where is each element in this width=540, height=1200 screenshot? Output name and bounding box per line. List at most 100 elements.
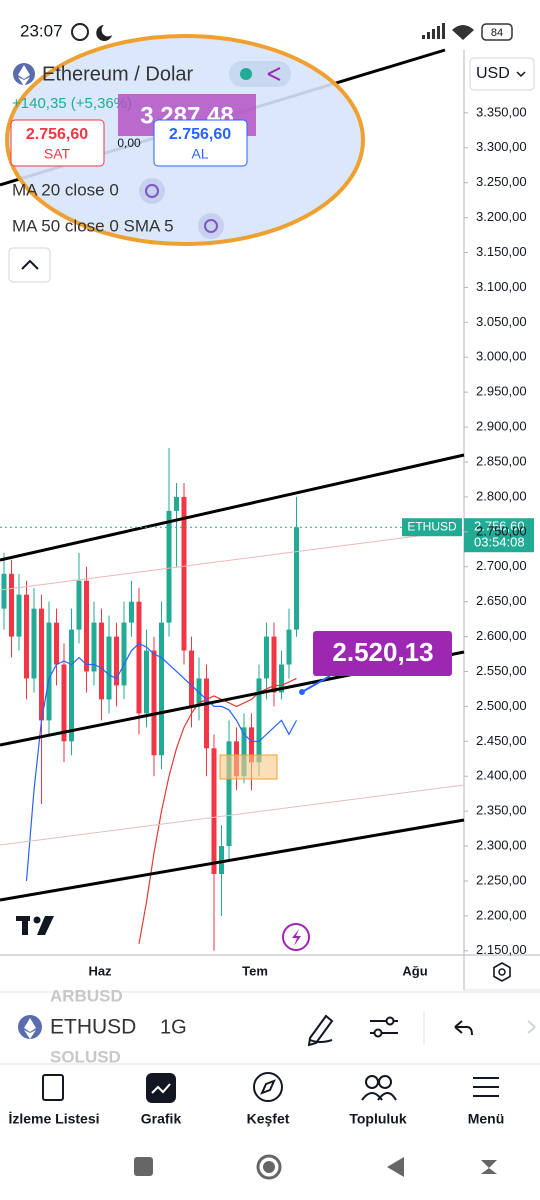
chart-glyph bbox=[151, 1083, 171, 1094]
battery bbox=[481, 23, 513, 41]
home-dot bbox=[263, 1161, 275, 1173]
indicator-legend: MA 50 close 0 SMA 5 bbox=[12, 216, 174, 235]
y-tick-label: 3.200,00 bbox=[476, 209, 527, 224]
community-icon-body bbox=[361, 1092, 397, 1101]
menu-icon[interactable] bbox=[473, 1077, 499, 1097]
currency: USD bbox=[476, 65, 510, 82]
y-tick-label: 2.700,00 bbox=[476, 558, 527, 573]
candle-body bbox=[61, 664, 67, 742]
candle-body bbox=[189, 650, 194, 707]
candle-body bbox=[114, 636, 119, 686]
candle-body bbox=[76, 580, 82, 630]
candle-body bbox=[211, 748, 217, 874]
candle-body bbox=[271, 636, 277, 693]
recents-button[interactable] bbox=[134, 1157, 153, 1176]
assist-button[interactable] bbox=[481, 1160, 497, 1174]
symbol-tag-text: ETHUSD bbox=[407, 519, 457, 533]
compass-needle bbox=[260, 1079, 276, 1095]
candle-body bbox=[241, 727, 247, 777]
moving-average bbox=[25, 642, 298, 882]
moon-icon bbox=[96, 25, 112, 41]
candle-body bbox=[264, 636, 269, 679]
candle-body bbox=[256, 678, 262, 763]
y-tick-label: 2.750,00 bbox=[476, 523, 527, 538]
sell-button[interactable] bbox=[10, 119, 105, 167]
explore-icon[interactable] bbox=[253, 1072, 283, 1102]
y-tick-label: 3.150,00 bbox=[476, 244, 527, 259]
y-tick-label: 2.650,00 bbox=[476, 593, 527, 608]
prev-symbol[interactable]: ARBUSD bbox=[50, 986, 123, 1005]
candle-body bbox=[226, 741, 232, 847]
candle-body bbox=[106, 636, 112, 700]
price-change: +140,35 (+5,36%) bbox=[12, 95, 132, 112]
y-tick-label: 2.200,00 bbox=[476, 907, 527, 922]
candle-body bbox=[219, 846, 224, 874]
signal-icon bbox=[422, 23, 445, 39]
y-tick-label: 3.350,00 bbox=[476, 104, 527, 119]
nav-label[interactable]: Menü bbox=[468, 1111, 505, 1127]
buy-button[interactable] bbox=[153, 119, 248, 167]
collapse-button[interactable] bbox=[8, 247, 51, 283]
y-tick-label: 3.250,00 bbox=[476, 174, 527, 189]
candle-body bbox=[91, 622, 97, 672]
nav-label[interactable]: Grafik bbox=[141, 1111, 182, 1127]
candle-body bbox=[54, 622, 59, 665]
interval[interactable]: 1G bbox=[160, 1016, 187, 1038]
undo-button[interactable] bbox=[454, 1020, 473, 1036]
candle-body bbox=[166, 510, 172, 623]
toolbar-symbol[interactable]: ETHUSD bbox=[50, 1016, 136, 1039]
mid-line bbox=[0, 529, 465, 591]
nav-label[interactable]: Keşfet bbox=[247, 1111, 290, 1127]
time-label: Haz bbox=[88, 963, 112, 978]
candle-body bbox=[204, 678, 209, 749]
candle-body bbox=[144, 650, 149, 714]
status-time: 23:07 bbox=[20, 21, 63, 40]
watchlist-icon[interactable] bbox=[42, 1074, 64, 1101]
y-tick-label: 2.250,00 bbox=[476, 872, 527, 887]
symbol-tag bbox=[402, 518, 462, 537]
y-tick-label: 2.800,00 bbox=[476, 488, 527, 503]
moving-average bbox=[138, 677, 297, 944]
y-tick-label: 3.300,00 bbox=[476, 139, 527, 154]
symbol-title: Ethereum / Dolar bbox=[42, 63, 194, 85]
y-tick-label: 2.550,00 bbox=[476, 663, 527, 678]
candle-body bbox=[39, 608, 44, 721]
community-icon[interactable] bbox=[365, 1075, 379, 1089]
settings-button[interactable] bbox=[493, 962, 511, 982]
dropdown-icon bbox=[516, 71, 526, 78]
back-button[interactable] bbox=[387, 1157, 404, 1177]
candle-body bbox=[46, 622, 52, 721]
nav-label[interactable]: Topluluk bbox=[349, 1111, 406, 1127]
candle-body bbox=[16, 594, 22, 637]
nav-label[interactable]: İzleme Listesi bbox=[8, 1111, 99, 1127]
candle-body bbox=[286, 629, 292, 665]
candle-body bbox=[121, 622, 127, 686]
community-icon-part bbox=[378, 1075, 392, 1089]
annotation: 2.520,13 bbox=[332, 637, 433, 667]
tv-logo bbox=[16, 916, 54, 935]
annotation-anchor bbox=[299, 689, 305, 695]
home-button[interactable] bbox=[256, 1154, 282, 1180]
wifi-icon bbox=[452, 25, 474, 40]
y-tick-label: 2.500,00 bbox=[476, 698, 527, 713]
candle-body bbox=[84, 580, 89, 672]
y-tick-label: 2.300,00 bbox=[476, 838, 527, 853]
mid-line bbox=[0, 784, 465, 846]
y-tick-label: 2.600,00 bbox=[476, 628, 527, 643]
lightning-button[interactable] bbox=[282, 923, 310, 951]
y-tick-label: 3.050,00 bbox=[476, 314, 527, 329]
redo-button[interactable] bbox=[527, 1020, 536, 1034]
draw-button[interactable] bbox=[307, 1014, 334, 1047]
next-symbol[interactable]: SOLUSD bbox=[50, 1047, 121, 1066]
chart-icon[interactable] bbox=[146, 1073, 176, 1103]
share-icon[interactable] bbox=[267, 67, 281, 81]
y-tick-label: 2.850,00 bbox=[476, 453, 527, 468]
indicator-toggle[interactable] bbox=[139, 178, 165, 204]
candle-body bbox=[159, 622, 164, 756]
y-tick-label: 2.400,00 bbox=[476, 768, 527, 783]
indicators-button[interactable] bbox=[370, 1016, 398, 1038]
candle-body bbox=[99, 622, 104, 700]
currency-select[interactable] bbox=[469, 57, 535, 91]
indicator-toggle[interactable] bbox=[198, 213, 224, 239]
